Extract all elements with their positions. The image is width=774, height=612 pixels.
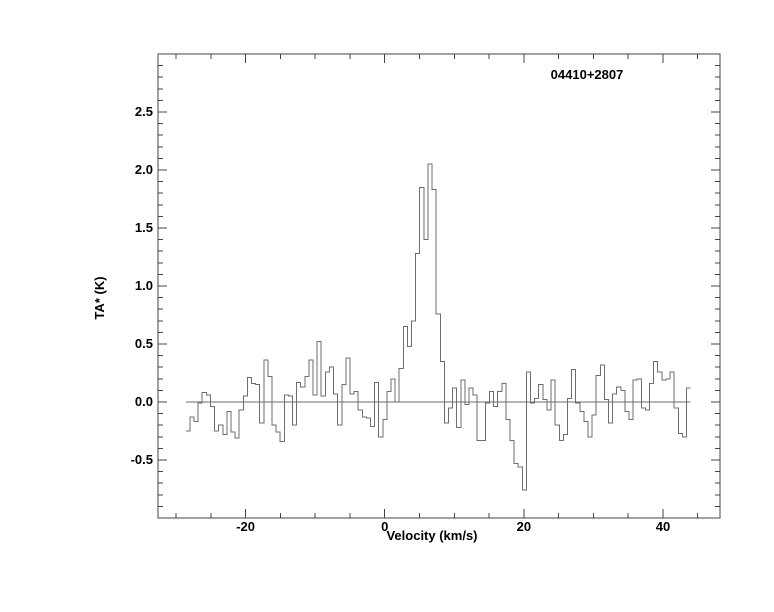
y-tick-label: 1.5 <box>134 220 153 235</box>
spectrum-trace <box>185 163 691 491</box>
y-axis-title: TA* (K) <box>92 276 107 320</box>
x-tick-label: 0 <box>381 519 389 534</box>
y-tick-label: 2.0 <box>134 162 153 177</box>
x-tick-label: 20 <box>516 519 532 534</box>
y-tick-label: 0.5 <box>134 336 153 351</box>
x-tick-label: -20 <box>236 519 256 534</box>
plot-border <box>157 53 721 519</box>
y-tick-label: -0.5 <box>130 452 153 467</box>
x-axis-title: Velocity (km/s) <box>386 528 478 543</box>
x-tick-label: 40 <box>655 519 671 534</box>
source-label: 04410+2807 <box>550 67 624 82</box>
y-tick-label: 1.0 <box>134 278 153 293</box>
y-tick-label: 2.5 <box>134 104 153 119</box>
y-tick-label: 0.0 <box>134 394 153 409</box>
